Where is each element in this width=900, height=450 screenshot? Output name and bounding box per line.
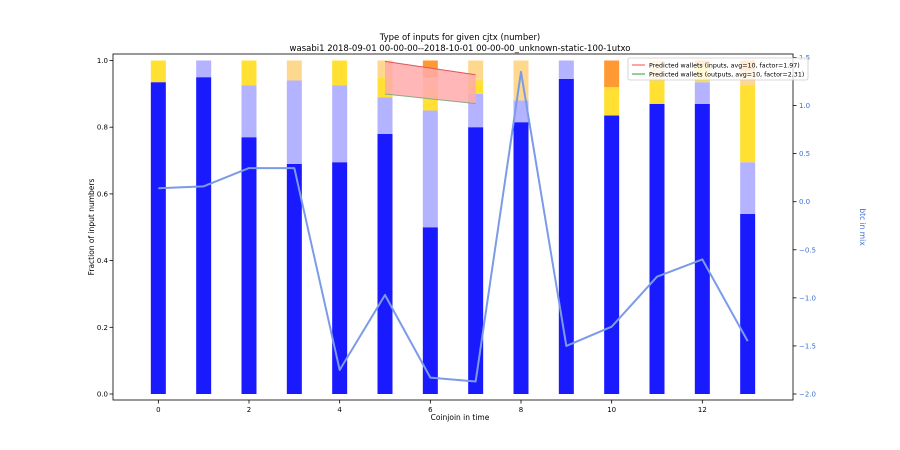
- y-tick-label: 0.4: [97, 257, 109, 265]
- legend-label: Predicted wallets (outputs, avg=10, fact…: [649, 71, 804, 78]
- bar-segment: [286, 60, 302, 81]
- y-tick-label: 0.2: [97, 324, 108, 332]
- x-tick-label: 12: [698, 406, 707, 414]
- x-tick-label: 8: [519, 406, 523, 414]
- bar-segment: [377, 97, 393, 134]
- x-tick-label: 0: [156, 406, 160, 414]
- bar-segment: [558, 78, 574, 394]
- bar-segment: [513, 122, 529, 394]
- x-tick-label: 10: [607, 406, 616, 414]
- bar-segment: [513, 60, 529, 101]
- bar-segment: [649, 80, 665, 104]
- legend-box: [627, 57, 809, 81]
- bar-segment: [241, 60, 257, 86]
- bar-segment: [740, 85, 756, 163]
- prediction-band-lower-line: [384, 93, 476, 105]
- bar-segment: [694, 82, 710, 104]
- bar-segment: [241, 85, 257, 138]
- btc-in-mix-line: [158, 70, 749, 383]
- bar-segment: [150, 82, 166, 395]
- y2-tick-label: −1.0: [799, 294, 816, 302]
- bar-segment: [422, 110, 438, 228]
- bar-segment: [604, 87, 620, 116]
- y2-tick-label: 1.0: [799, 102, 810, 110]
- y2-tick-label: 0.0: [799, 198, 810, 206]
- bar-segment: [332, 60, 348, 86]
- bar-segment: [513, 100, 529, 123]
- y-tick-label: 0.8: [97, 124, 108, 132]
- y-tick-label: 1.0: [97, 57, 108, 65]
- bar-segment: [332, 85, 348, 163]
- bar-segment: [286, 80, 302, 164]
- bar-segment: [468, 127, 484, 394]
- axes: 0 2 4 6 8 10 12 0.0 0.2 0.4 0.6 0.8 1.0 −2.0 −1.5 −1.0 −…: [97, 53, 816, 414]
- bar-segment: [694, 103, 710, 394]
- bar-segment: [740, 162, 756, 214]
- bar-segment: [604, 60, 620, 88]
- bar-segment: [241, 137, 257, 394]
- bar-segment: [150, 60, 166, 83]
- bar-segment: [286, 163, 302, 394]
- chart-subtitle: wasabi1 2018-09-01 00-00-00--2018-10-01 …: [290, 44, 631, 54]
- bar-segment: [332, 162, 348, 394]
- y2-tick-label: −1.5: [799, 342, 816, 350]
- y2-tick-label: 0.5: [799, 150, 810, 158]
- y2-axis-label: btc in mix: [858, 208, 867, 246]
- bar-segment: [196, 77, 212, 395]
- y-axis-label: Fraction of input numbers: [87, 179, 96, 276]
- x-tick-label: 6: [428, 406, 433, 414]
- bar-segment: [740, 213, 756, 394]
- bar-segment: [196, 60, 212, 78]
- y-tick-label: 0.6: [97, 190, 109, 198]
- plot-frame: [112, 53, 794, 401]
- prediction-band-upper-line: [384, 60, 476, 76]
- x-tick-label: 4: [337, 406, 342, 414]
- bar-segment: [558, 60, 574, 79]
- plot-area: [150, 60, 756, 395]
- y-tick-label: 0.0: [97, 391, 108, 399]
- x-axis-label: Coinjoin in time: [431, 413, 490, 422]
- bar-segment: [422, 227, 438, 394]
- bar-segment: [649, 103, 665, 394]
- bar-segment: [377, 133, 393, 394]
- y2-tick-label: −2.0: [799, 391, 816, 399]
- legend-label: Predicted wallets (inputs, avg=10, facto…: [649, 62, 800, 69]
- bar-segment: [604, 115, 620, 394]
- legend: Predicted wallets (inputs, avg=10, facto…: [627, 57, 809, 81]
- x-tick-label: 2: [247, 406, 251, 414]
- chart-title: Type of inputs for given cjtx (number): [379, 33, 541, 43]
- y2-tick-label: −0.5: [799, 246, 816, 254]
